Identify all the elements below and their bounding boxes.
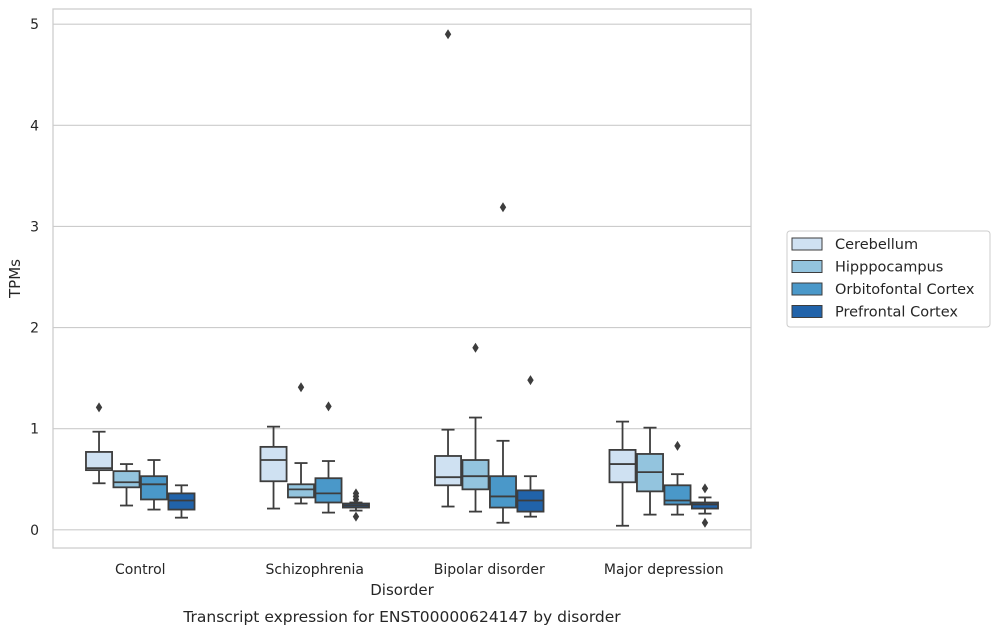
box-1-3 xyxy=(342,488,370,522)
x-tick-label: Schizophrenia xyxy=(266,562,364,578)
legend-frame xyxy=(786,230,991,328)
outlier-point xyxy=(701,483,709,494)
outlier-point xyxy=(352,511,360,522)
plot-frame xyxy=(52,8,752,549)
box-1-1 xyxy=(287,382,315,505)
y-tick-label: 4 xyxy=(30,118,39,134)
chart-caption: Transcript expression for ENST0000062414… xyxy=(182,608,621,626)
x-tick-label: Control xyxy=(115,562,166,578)
legend: Cerebellum Hipppocampus Orbitofontal Corte… xyxy=(786,230,991,328)
box-0-0 xyxy=(85,402,113,485)
y-tick-label: 5 xyxy=(30,17,39,33)
outlier-point xyxy=(701,517,709,528)
y-tick-label: 3 xyxy=(30,219,39,235)
legend-swatch xyxy=(791,260,823,273)
outlier-point xyxy=(95,402,103,413)
box-iqr xyxy=(287,483,315,499)
box-3-2 xyxy=(663,440,692,516)
legend-entry: Hipppocampus xyxy=(835,260,943,276)
box-iqr xyxy=(461,459,490,491)
box-iqr xyxy=(140,475,168,501)
box-iqr xyxy=(663,484,692,506)
y-tick-label: 2 xyxy=(30,321,39,337)
outlier-point xyxy=(472,342,479,353)
x-tick-labels: Control Schizophrenia Bipolar disorder Majo… xyxy=(115,562,724,578)
y-tick-label: 0 xyxy=(30,523,39,539)
outlier-point xyxy=(297,382,305,393)
box-2-1 xyxy=(461,342,490,513)
box-3-0 xyxy=(608,420,637,527)
box-iqr xyxy=(259,445,288,483)
box-iqr xyxy=(608,449,637,484)
outlier-point xyxy=(674,440,681,451)
box-iqr xyxy=(434,455,462,487)
outlier-point xyxy=(444,29,452,40)
box-iqr xyxy=(85,451,113,472)
box-1-0 xyxy=(259,425,288,510)
x-tick-label: Bipolar disorder xyxy=(434,562,545,578)
x-tick-label: Major depression xyxy=(604,562,724,578)
legend-swatch xyxy=(791,237,823,251)
outlier-point xyxy=(352,488,360,499)
box-iqr xyxy=(167,492,196,511)
box-1-2 xyxy=(314,401,343,514)
y-axis-label: TPMs xyxy=(6,259,24,299)
box-2-2 xyxy=(489,202,517,524)
outlier-point xyxy=(527,375,534,386)
box-series xyxy=(85,29,719,528)
y-gridlines xyxy=(53,23,751,531)
outlier-point xyxy=(325,401,332,412)
box-iqr xyxy=(112,470,141,489)
box-2-3 xyxy=(516,375,545,518)
box-0-3 xyxy=(167,484,196,519)
box-iqr xyxy=(489,475,517,509)
box-iqr xyxy=(314,477,343,504)
box-3-1 xyxy=(636,426,664,516)
legend-entry: Orbitofontal Cortex xyxy=(835,282,975,298)
legend-swatch xyxy=(791,305,823,318)
box-0-1 xyxy=(112,463,141,507)
outlier-point xyxy=(499,202,507,213)
box-iqr xyxy=(691,501,719,510)
box-3-3 xyxy=(691,483,719,528)
box-0-2 xyxy=(140,459,168,511)
y-tick-label: 1 xyxy=(30,422,39,438)
y-tick-labels: 0 1 2 3 4 5 xyxy=(30,17,39,539)
legend-entry: Prefrontal Cortex xyxy=(835,305,958,321)
box-2-0 xyxy=(434,29,462,508)
legend-swatch xyxy=(791,282,823,296)
legend-entry: Cerebellum xyxy=(835,237,918,253)
x-axis-label: Disorder xyxy=(370,581,434,599)
